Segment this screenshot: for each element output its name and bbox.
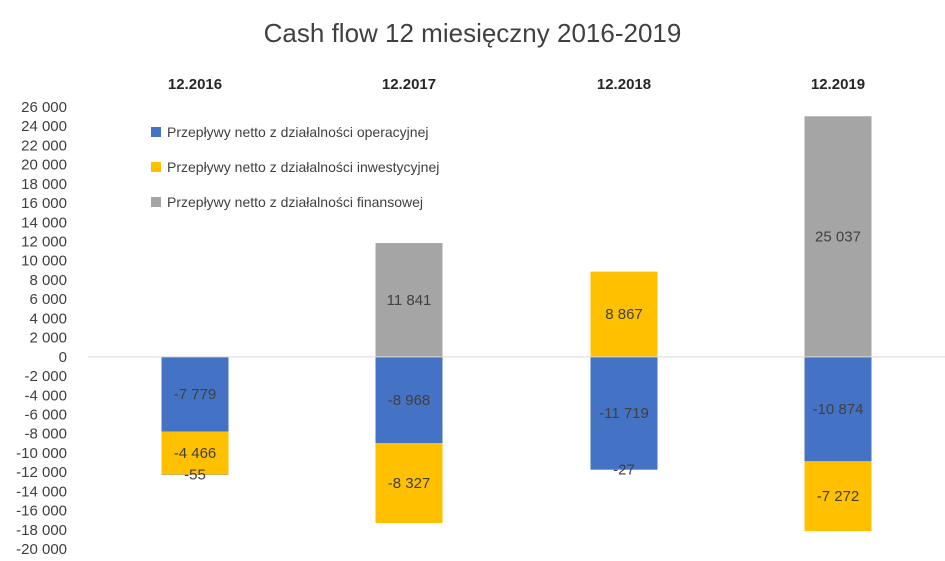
bar-segment [804, 116, 872, 357]
y-tick-label: 26 000 [21, 99, 67, 116]
y-tick-label: 10 000 [21, 253, 67, 270]
y-tick-label: -8 000 [24, 426, 67, 443]
data-label: 11 841 [387, 292, 432, 309]
y-tick-label: 4 000 [29, 310, 67, 327]
legend-swatch [151, 162, 161, 172]
y-tick-label: 2 000 [29, 330, 67, 347]
data-label: -7 779 [174, 386, 217, 403]
bar-segment [161, 474, 229, 476]
data-label: -55 [184, 467, 206, 484]
bar-segment [161, 431, 229, 475]
y-tick-label: -14 000 [16, 483, 67, 500]
y-tick-label: 20 000 [21, 157, 67, 174]
legend-label: Przepływy netto z działalności inwestycy… [167, 159, 439, 175]
category-label: 12.2017 [382, 76, 436, 93]
data-label: -8 968 [388, 392, 431, 409]
legend-swatch [151, 197, 161, 207]
y-tick-label: -18 000 [16, 522, 67, 539]
data-label: -27 [613, 462, 635, 479]
y-tick-label: 14 000 [21, 214, 67, 231]
y-tick-label: -4 000 [24, 387, 67, 404]
y-tick-label: 16 000 [21, 195, 67, 212]
y-tick-label: 0 [59, 349, 67, 366]
chart-title: Cash flow 12 miesięczny 2016-2019 [263, 18, 682, 48]
bar-segment [161, 356, 229, 432]
y-tick-label: -10 000 [16, 445, 67, 462]
data-label: -11 719 [599, 405, 649, 422]
bar-segment [590, 469, 658, 470]
legend-swatch [151, 127, 161, 137]
y-tick-label: 22 000 [21, 137, 67, 154]
bar-segment [590, 356, 658, 470]
bar-segment [375, 442, 443, 524]
y-tick-label: 12 000 [21, 234, 67, 251]
category-label: 12.2019 [811, 76, 865, 93]
bar-segment [590, 271, 658, 357]
bar-segment [804, 356, 872, 462]
y-tick-label: 6 000 [29, 291, 67, 308]
category-label: 12.2018 [597, 76, 651, 93]
bar-segment [375, 243, 443, 357]
category-label: 12.2016 [168, 76, 222, 93]
y-tick-label: -16 000 [16, 503, 67, 520]
bar-segment [804, 461, 872, 532]
data-label: 25 037 [815, 229, 861, 246]
legend-label: Przepływy netto z działalności operacyjn… [167, 124, 428, 140]
data-label: -7 272 [817, 488, 860, 505]
y-tick-label: 18 000 [21, 176, 67, 193]
y-tick-label: 24 000 [21, 118, 67, 135]
bar-segment [375, 356, 443, 443]
data-label: 8 867 [605, 306, 643, 323]
y-tick-label: -20 000 [16, 541, 67, 558]
data-label: -4 466 [174, 445, 217, 462]
y-tick-label: -2 000 [24, 368, 67, 385]
data-label: -8 327 [388, 475, 431, 492]
y-tick-label: -6 000 [24, 406, 67, 423]
data-label: -10 874 [813, 401, 864, 418]
legend-label: Przepływy netto z działalności finansowe… [167, 194, 423, 210]
y-tick-label: -12 000 [16, 464, 67, 481]
y-tick-label: 8 000 [29, 272, 67, 289]
